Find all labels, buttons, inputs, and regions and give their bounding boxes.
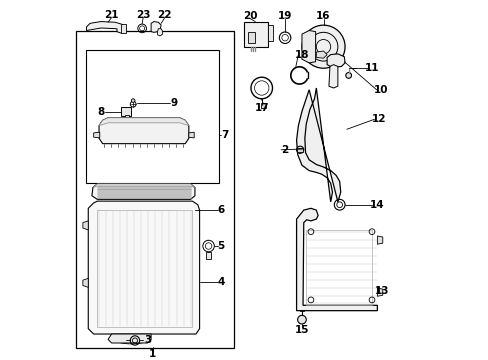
Bar — [76, 31, 233, 348]
Bar — [86, 50, 219, 183]
Bar — [247, 32, 255, 43]
Bar — [121, 107, 131, 116]
Text: 13: 13 — [374, 286, 388, 296]
Polygon shape — [93, 184, 195, 188]
Polygon shape — [88, 201, 199, 334]
Bar — [125, 115, 128, 123]
Polygon shape — [328, 65, 337, 88]
Polygon shape — [151, 22, 161, 32]
Polygon shape — [316, 51, 326, 58]
Polygon shape — [92, 184, 195, 199]
Text: 18: 18 — [294, 50, 308, 60]
Text: 9: 9 — [170, 98, 178, 108]
Bar — [297, 148, 303, 152]
Text: 11: 11 — [364, 63, 379, 73]
Polygon shape — [157, 29, 163, 36]
Text: 2: 2 — [281, 145, 288, 155]
Polygon shape — [99, 118, 188, 144]
Text: 6: 6 — [217, 205, 224, 215]
Text: 19: 19 — [277, 11, 292, 21]
Text: 1: 1 — [149, 349, 156, 359]
Bar — [299, 307, 304, 311]
Bar — [261, 103, 265, 108]
Text: 21: 21 — [104, 10, 119, 20]
Circle shape — [345, 73, 351, 78]
Polygon shape — [296, 88, 340, 202]
Text: 5: 5 — [217, 241, 224, 251]
Text: 22: 22 — [157, 10, 172, 20]
Polygon shape — [108, 334, 151, 343]
Polygon shape — [121, 24, 126, 33]
Circle shape — [296, 146, 303, 153]
Polygon shape — [99, 118, 188, 126]
Polygon shape — [302, 31, 315, 63]
Polygon shape — [377, 288, 382, 296]
Text: 23: 23 — [136, 10, 150, 20]
Polygon shape — [94, 132, 100, 138]
Text: 20: 20 — [243, 11, 257, 21]
Polygon shape — [82, 278, 88, 287]
Text: 15: 15 — [294, 325, 308, 335]
Bar — [305, 230, 371, 305]
Polygon shape — [86, 22, 126, 33]
Text: 12: 12 — [371, 114, 386, 124]
Circle shape — [302, 25, 345, 68]
Polygon shape — [326, 54, 345, 68]
Polygon shape — [205, 252, 211, 258]
Text: 4: 4 — [217, 277, 224, 287]
Text: 16: 16 — [316, 11, 330, 21]
Bar — [244, 22, 267, 47]
Polygon shape — [377, 236, 382, 244]
Bar — [267, 25, 273, 41]
Polygon shape — [296, 208, 377, 311]
Text: 7: 7 — [221, 130, 228, 140]
Polygon shape — [188, 132, 194, 138]
Text: 14: 14 — [369, 200, 384, 210]
Text: 10: 10 — [373, 85, 387, 95]
Circle shape — [297, 315, 305, 324]
Text: 8: 8 — [97, 107, 104, 117]
Text: 17: 17 — [254, 103, 268, 113]
Bar — [123, 122, 130, 126]
Text: 3: 3 — [143, 336, 151, 346]
Polygon shape — [82, 221, 88, 230]
Circle shape — [131, 99, 135, 102]
